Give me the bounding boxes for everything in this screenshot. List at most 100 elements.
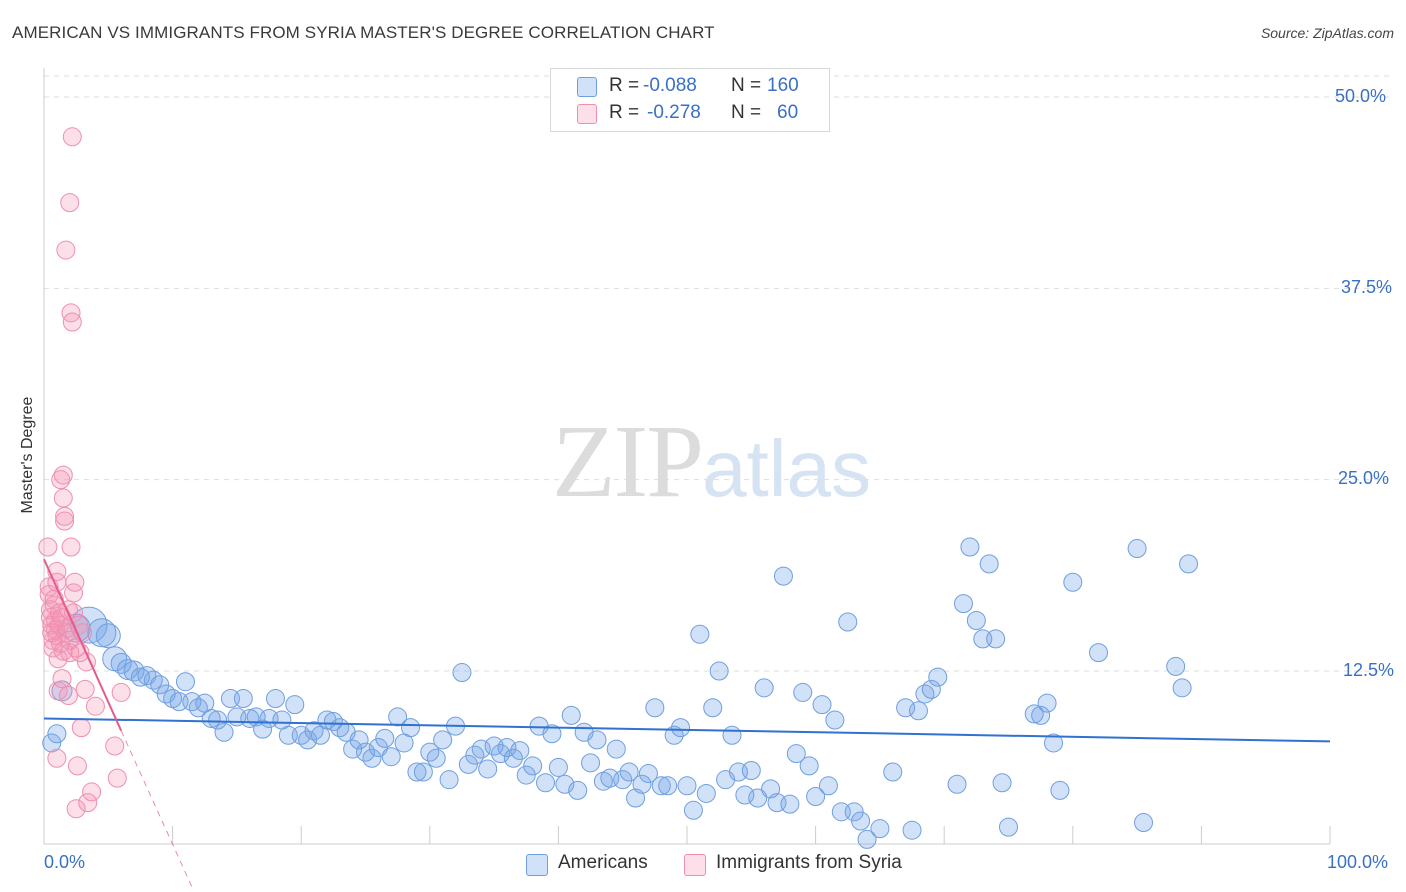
americans-point <box>439 770 459 790</box>
americans-point <box>857 829 877 849</box>
americans-point <box>208 710 228 730</box>
syria-point <box>61 537 81 557</box>
americans-point <box>799 756 819 776</box>
americans-point <box>651 776 671 796</box>
watermark-atlas: atlas <box>702 424 871 513</box>
americans-point <box>561 705 581 725</box>
americans-point <box>117 658 139 680</box>
americans-point <box>671 718 691 738</box>
americans-point <box>1050 780 1070 800</box>
watermark: ZIPatlas <box>552 402 871 521</box>
americans-point <box>510 741 530 761</box>
americans-point <box>838 612 858 632</box>
legend-swatch-syria <box>577 104 597 124</box>
americans-point <box>47 724 67 744</box>
syria-trend-line <box>43 558 123 732</box>
americans-point <box>1179 554 1199 574</box>
americans-point <box>780 794 800 814</box>
americans-point <box>536 773 556 793</box>
americans-point <box>452 663 472 683</box>
syria-point <box>48 681 68 701</box>
americans-point <box>1031 705 1051 725</box>
legend-n-label: N = <box>731 102 762 123</box>
americans-point <box>928 667 948 687</box>
syria-trend-line-extension <box>120 730 193 888</box>
americans-point <box>1063 572 1083 592</box>
americans-point <box>883 762 903 782</box>
americans-point <box>426 748 446 768</box>
americans-point <box>381 747 401 767</box>
americans-point <box>175 672 195 692</box>
bottom-legend-label-syria: Immigrants from Syria <box>716 852 902 873</box>
americans-point <box>214 722 234 742</box>
americans-point <box>812 695 832 715</box>
americans-point <box>947 774 967 794</box>
legend-r-label: R = <box>609 75 640 96</box>
americans-point <box>503 748 523 768</box>
americans-point <box>150 675 170 695</box>
americans-point <box>908 701 928 721</box>
americans-point <box>638 764 658 784</box>
legend-n-value-syria: 60 <box>777 102 799 123</box>
syria-point <box>62 127 82 147</box>
syria-point <box>52 669 72 689</box>
americans-point <box>523 756 543 776</box>
y-tick-label-37-5: 37.5% <box>1341 277 1393 297</box>
americans-point <box>401 718 421 738</box>
americans-point <box>722 725 742 745</box>
americans-point <box>285 695 305 715</box>
americans-point <box>677 776 697 796</box>
syria-point <box>56 240 76 260</box>
americans-point <box>516 765 536 785</box>
americans-point <box>786 744 806 764</box>
americans-point <box>1089 643 1109 663</box>
americans-point <box>619 762 639 782</box>
y-tick-label-50: 50.0% <box>1335 86 1387 106</box>
americans-point <box>992 773 1012 793</box>
americans-point <box>986 629 1006 649</box>
legend-r-label: R = <box>609 102 640 123</box>
y-tick-label-12-5: 12.5% <box>1343 660 1395 680</box>
americans-point <box>696 783 716 803</box>
americans-point <box>233 689 253 709</box>
americans-point <box>201 708 221 728</box>
americans-point <box>568 780 588 800</box>
americans-point <box>95 623 121 649</box>
americans-point <box>818 776 838 796</box>
syria-point <box>107 768 127 788</box>
americans-point <box>664 725 684 745</box>
chart-title: AMERICAN VS IMMIGRANTS FROM SYRIA MASTER… <box>12 23 715 42</box>
americans-point <box>110 652 132 674</box>
syria-point <box>78 793 98 813</box>
bottom-legend-swatch-americans <box>526 854 548 876</box>
americans-point <box>966 610 986 630</box>
correlation-legend: R = -0.088 N = 160 R = -0.278 N = 60 <box>550 68 830 132</box>
americans-point <box>458 754 478 774</box>
americans-point <box>921 679 941 699</box>
americans-point <box>478 759 498 779</box>
syria-point <box>53 641 73 661</box>
americans-point <box>748 788 768 808</box>
syria-point <box>55 511 75 531</box>
americans-point <box>265 689 285 709</box>
americans-point <box>851 811 871 831</box>
syria-point <box>105 736 125 756</box>
americans-point <box>735 785 755 805</box>
americans-point <box>343 739 363 759</box>
syria-point <box>71 718 91 738</box>
syria-point <box>82 782 102 802</box>
syria-point <box>47 748 67 768</box>
americans-point <box>690 624 710 644</box>
americans-point <box>349 730 369 750</box>
americans-point <box>741 760 761 780</box>
americans-point <box>806 787 826 807</box>
americans-point <box>1037 693 1057 713</box>
americans-point <box>754 678 774 698</box>
syria-point <box>58 685 78 705</box>
americans-point <box>953 594 973 614</box>
americans-point <box>703 698 723 718</box>
syria-point <box>65 572 85 592</box>
americans-point <box>130 667 150 687</box>
americans-point <box>613 770 633 790</box>
